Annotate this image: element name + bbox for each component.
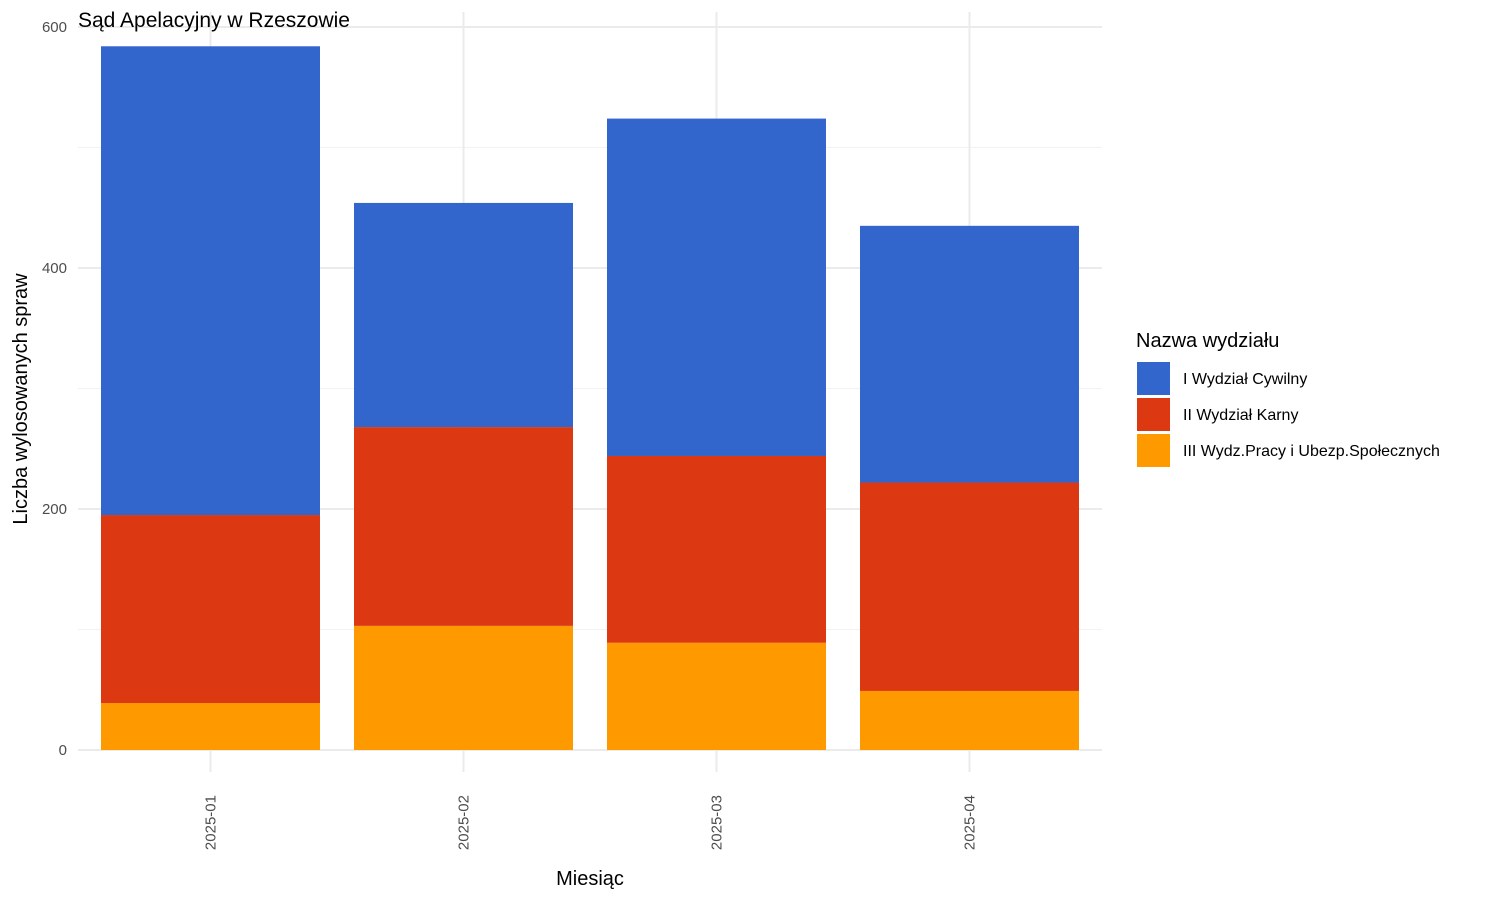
bar-segment xyxy=(860,482,1079,691)
bars xyxy=(101,46,1079,750)
y-tick-label: 400 xyxy=(42,260,67,277)
legend-swatch xyxy=(1137,398,1170,431)
bar-segment xyxy=(607,118,826,456)
x-tick-label: 2025-01 xyxy=(203,795,220,850)
legend-label: I Wydział Cywilny xyxy=(1183,371,1307,388)
bar-segment xyxy=(860,225,1079,483)
legend-title: Nazwa wydziału xyxy=(1136,330,1279,352)
y-axis-ticks: 0 200 400 600 xyxy=(42,19,67,759)
x-axis-title: Miesiąc xyxy=(556,868,624,890)
bar-segment xyxy=(101,46,320,516)
x-tick-label: 2025-03 xyxy=(709,795,726,850)
legend: Nazwa wydziału I Wydział Cywilny II Wydzi… xyxy=(1136,330,1440,467)
bar-segment xyxy=(607,455,826,643)
y-tick-label: 200 xyxy=(42,501,67,518)
x-tick-label: 2025-04 xyxy=(962,795,979,850)
legend-label: III Wydz.Pracy i Ubezp.Społecznych xyxy=(1183,443,1440,460)
legend-label: II Wydział Karny xyxy=(1183,407,1298,424)
y-tick-label: 0 xyxy=(59,742,67,759)
legend-swatch xyxy=(1137,434,1170,467)
bar-segment xyxy=(354,202,573,428)
bar-segment xyxy=(354,427,573,626)
bar-segment xyxy=(101,515,320,704)
chart-title: Sąd Apelacyjny w Rzeszowie xyxy=(78,9,350,32)
bar-segment xyxy=(354,625,573,750)
bar-segment xyxy=(607,642,826,750)
y-axis-title: Liczba wylosowanych spraw xyxy=(10,273,32,525)
x-tick-label: 2025-02 xyxy=(456,795,473,850)
x-axis-ticks: 2025-01 2025-02 2025-03 2025-04 xyxy=(203,795,979,850)
bar-segment xyxy=(101,703,320,750)
bar-segment xyxy=(860,690,1079,750)
legend-swatch xyxy=(1137,362,1170,395)
y-tick-label: 600 xyxy=(42,19,67,36)
